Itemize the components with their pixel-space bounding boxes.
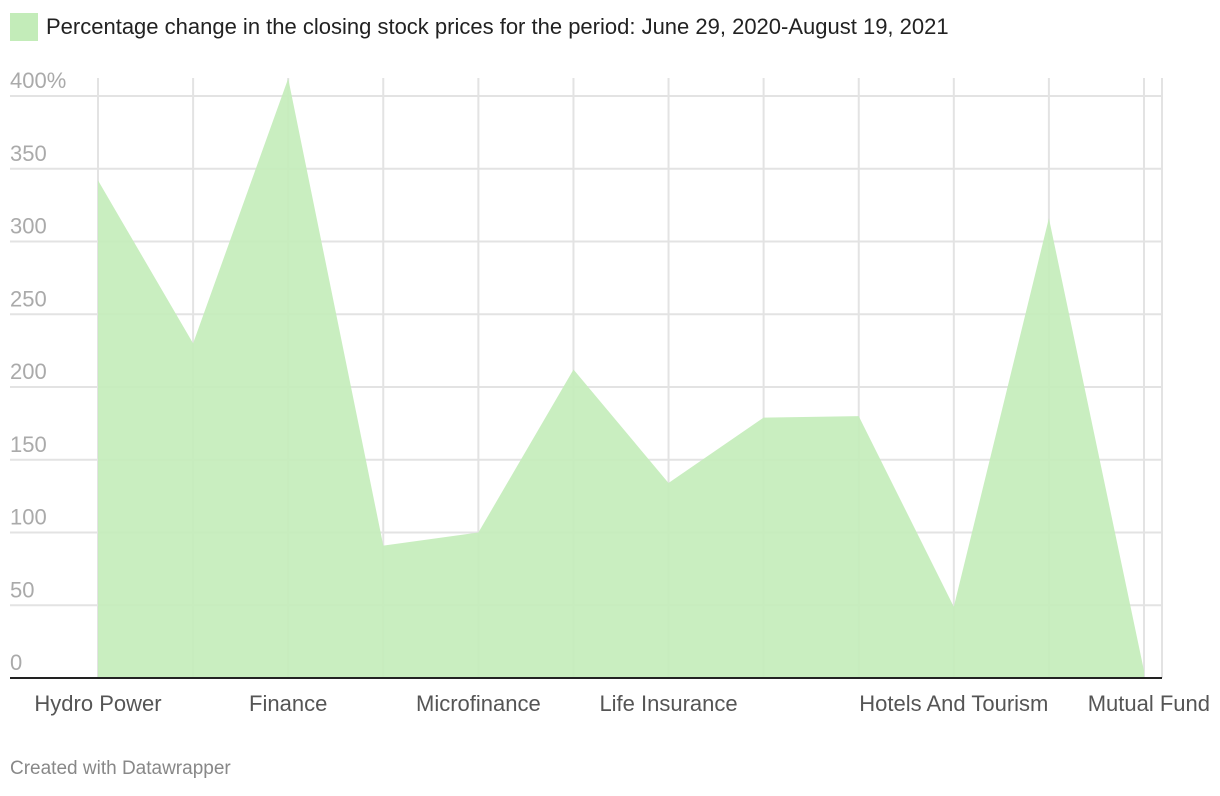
y-tick-label: 350: [10, 141, 47, 166]
x-tick-label: Mutual Fund: [1088, 691, 1210, 716]
y-tick-label: 100: [10, 505, 47, 530]
x-tick-label: Finance: [249, 691, 327, 716]
footer-credit: Created with Datawrapper: [10, 758, 231, 779]
y-tick-label: 150: [10, 432, 47, 457]
area-series: [98, 78, 1144, 678]
legend-label: Percentage change in the closing stock p…: [46, 14, 949, 39]
x-tick-label: Microfinance: [416, 691, 541, 716]
y-tick-label: 0: [10, 650, 22, 675]
x-tick-label: Hotels And Tourism: [859, 691, 1048, 716]
y-tick-label: 300: [10, 214, 47, 239]
x-tick-label: Hydro Power: [34, 691, 161, 716]
y-tick-label: 200: [10, 359, 47, 384]
legend: Percentage change in the closing stock p…: [10, 12, 949, 42]
legend-swatch: [10, 13, 38, 41]
y-tick-label: 50: [10, 577, 34, 602]
y-tick-label: 250: [10, 286, 47, 311]
x-tick-label: Life Insurance: [599, 691, 737, 716]
y-tick-label: 400%: [10, 68, 66, 93]
